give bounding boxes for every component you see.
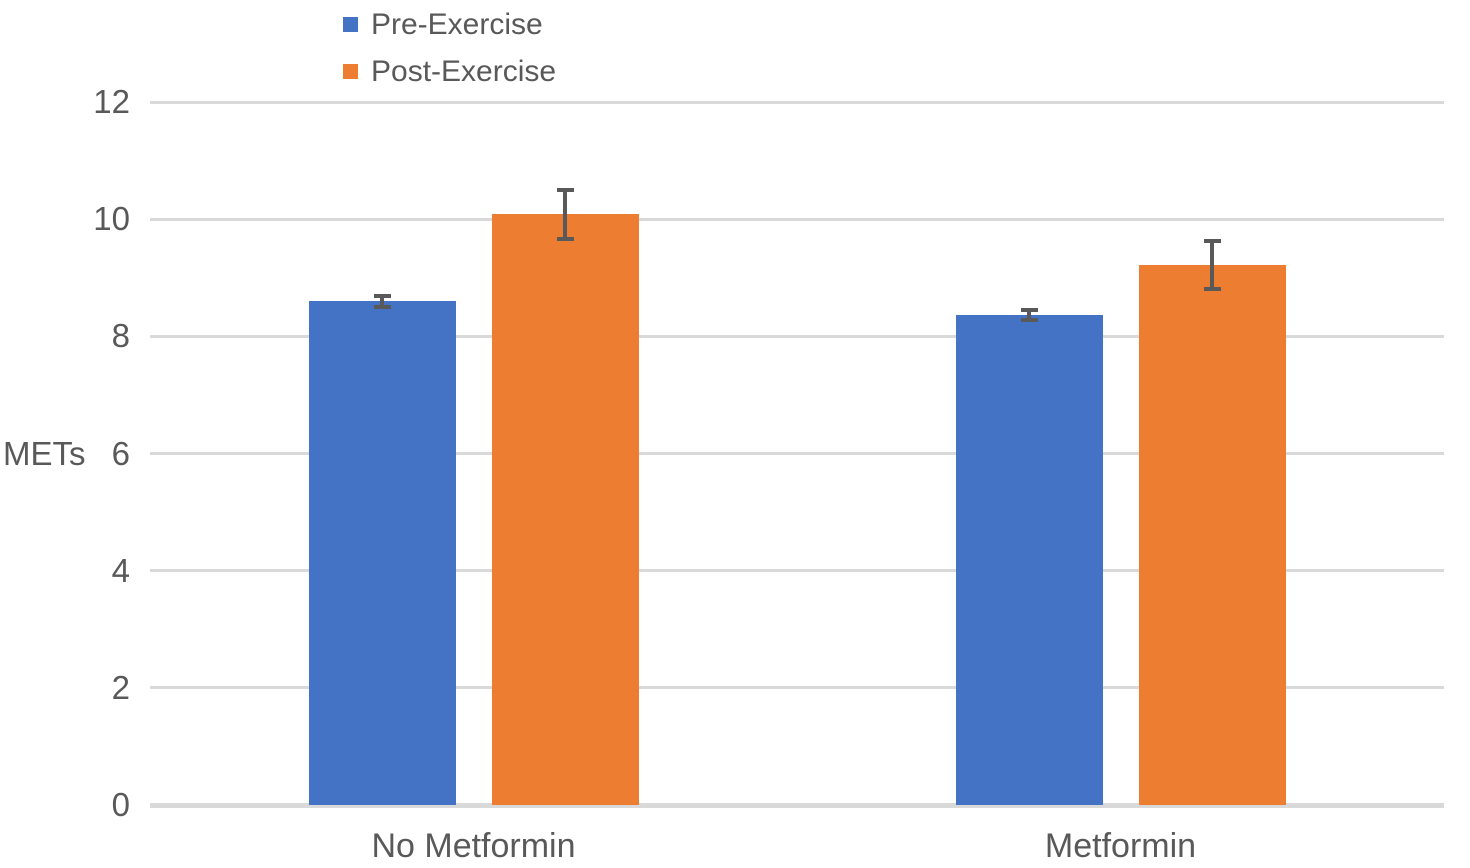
- legend-item-pre-exercise: Pre-Exercise: [343, 2, 556, 47]
- y-tick-label: 10: [93, 200, 130, 238]
- error-bar: [1203, 238, 1221, 292]
- error-bar: [373, 293, 391, 309]
- x-category-label: No Metformin: [371, 827, 576, 865]
- bar: [308, 301, 456, 805]
- bar: [491, 214, 639, 805]
- y-tick-label: 12: [93, 83, 130, 120]
- x-axis-category-labels: No Metformin Metformin: [150, 826, 1444, 868]
- plot-area: [150, 100, 1444, 808]
- y-tick-label: 4: [111, 551, 130, 589]
- bar: [955, 314, 1103, 805]
- gridline: [150, 686, 1444, 690]
- error-bar: [556, 187, 574, 242]
- error-bar: [1020, 307, 1038, 322]
- y-tick-label: 2: [111, 668, 130, 706]
- gridline: [150, 569, 1444, 573]
- legend-swatch-post-exercise-icon: [343, 64, 358, 79]
- y-axis-tick-labels: 0 2 4 6 8 10 12: [0, 0, 130, 868]
- x-axis-line: [150, 802, 1444, 808]
- gridline: [150, 100, 1444, 104]
- gridline: [150, 452, 1444, 455]
- y-axis-title: METs: [3, 435, 86, 472]
- gridline: [150, 334, 1444, 338]
- gridline: [150, 217, 1444, 221]
- y-tick-label: 6: [111, 434, 130, 472]
- chart-legend: Pre-Exercise Post-Exercise: [343, 2, 556, 94]
- legend-label-post-exercise: Post-Exercise: [371, 55, 557, 88]
- legend-swatch-pre-exercise-icon: [343, 17, 358, 32]
- y-tick-label: 0: [111, 786, 130, 823]
- legend-label-pre-exercise: Pre-Exercise: [371, 8, 543, 41]
- bar: [1138, 264, 1286, 805]
- y-tick-label: 8: [111, 317, 130, 355]
- legend-item-post-exercise: Post-Exercise: [343, 49, 556, 94]
- x-category-label: Metformin: [1044, 827, 1197, 865]
